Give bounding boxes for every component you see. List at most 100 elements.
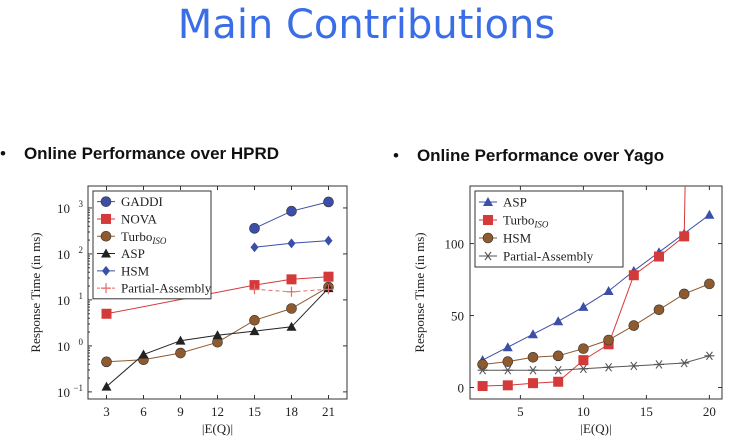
x-tick-label: 20 — [703, 404, 716, 419]
legend-label-partial-assembly: Partial-Assembly — [503, 249, 594, 264]
point-hsm — [324, 235, 333, 246]
y-tick-label: 10 — [57, 385, 70, 400]
series-line-partial-assembly — [482, 355, 710, 371]
point-asp — [502, 342, 513, 352]
y-axis-label: Response Time (in ms) — [28, 232, 43, 352]
bullet-dot: • — [0, 144, 6, 163]
point-hsm — [578, 343, 589, 354]
legend-marker-partial-assembly — [101, 283, 111, 294]
point-partial-assembly — [628, 361, 639, 371]
legend-marker-partial-assembly — [483, 251, 493, 261]
point-nova — [323, 271, 334, 282]
x-tick-label: 9 — [177, 404, 184, 419]
point-turboiso — [175, 347, 186, 359]
point-hsm — [704, 278, 715, 290]
legend-label-asp: ASP — [503, 195, 527, 210]
series-group — [101, 196, 334, 391]
point-turboiso — [578, 355, 589, 366]
point-turboiso — [249, 315, 260, 326]
y-tick-label: 0 — [458, 380, 465, 395]
point-asp — [553, 316, 564, 326]
point-turboiso — [679, 231, 690, 242]
point-turboiso — [502, 380, 513, 391]
bullet-dot: • — [393, 146, 399, 165]
x-tick-label: 18 — [285, 404, 298, 419]
point-gaddi — [286, 205, 297, 217]
point-partial-assembly — [654, 360, 664, 369]
point-asp — [212, 330, 223, 340]
x-tick-label: 3 — [103, 404, 110, 419]
point-hsm — [527, 351, 539, 363]
point-asp — [704, 209, 715, 219]
y-tick-exponent: 0 — [79, 337, 84, 347]
point-asp — [138, 349, 149, 359]
legend-marker-asp — [483, 197, 493, 206]
point-turboiso — [477, 381, 488, 392]
x-tick-label: 15 — [248, 404, 261, 419]
x-tick-label: 6 — [140, 404, 147, 419]
bullet-yago-text: Online Performance over Yago — [416, 146, 665, 165]
y-tick-exponent: 3 — [79, 199, 84, 209]
bullet-hprd: • Online Performance over HPRD — [0, 144, 279, 164]
x-axis-label: |E(Q)| — [202, 421, 233, 436]
legend-marker-asp — [101, 248, 111, 258]
legend-label-turboiso: TurboISO — [121, 229, 167, 246]
y-tick-exponent: 2 — [79, 245, 84, 255]
point-asp — [528, 329, 538, 339]
legend-label-turboiso: TurboISO — [503, 213, 549, 230]
y-tick-label: 50 — [451, 309, 464, 324]
point-hsm — [287, 238, 296, 249]
x-axis-label: |E(Q)| — [580, 421, 611, 436]
point-partial-assembly — [323, 284, 334, 295]
y-tick-label: 10 — [57, 293, 70, 308]
series-group — [477, 186, 715, 392]
legend-label-hsm: HSM — [121, 263, 150, 278]
point-partial-assembly — [286, 286, 297, 297]
point-gaddi — [249, 223, 260, 234]
bullet-yago: • Online Performance over Yago — [393, 146, 664, 166]
legend-label-hsm: HSM — [503, 231, 532, 246]
point-turboiso — [654, 251, 664, 262]
y-tick-label: 10 — [57, 201, 70, 216]
point-turboiso — [553, 376, 564, 387]
point-hsm — [502, 356, 514, 367]
point-hsm — [628, 320, 640, 331]
point-asp — [603, 286, 614, 296]
point-hsm — [653, 304, 665, 316]
point-hsm — [477, 359, 488, 370]
point-partial-assembly — [578, 364, 589, 374]
point-turboiso — [286, 303, 297, 314]
x-tick-label: 21 — [322, 404, 335, 419]
point-partial-assembly — [249, 284, 260, 295]
point-hsm — [678, 288, 690, 300]
y-tick-label: 10 — [57, 339, 70, 354]
bullet-hprd-text: Online Performance over HPRD — [23, 144, 280, 163]
legend-box — [92, 190, 212, 300]
point-asp — [175, 335, 186, 345]
legend-marker-gaddi — [100, 196, 112, 207]
series-line-turboiso — [482, 186, 686, 387]
point-partial-assembly — [704, 351, 715, 361]
legend-marker-turboiso — [483, 215, 493, 225]
x-tick-label: 5 — [517, 404, 524, 419]
point-turboiso — [628, 270, 639, 281]
point-partial-assembly — [553, 365, 564, 375]
x-tick-label: 12 — [211, 404, 224, 419]
point-partial-assembly — [528, 365, 538, 375]
y-tick-exponent: −1 — [73, 383, 83, 393]
legend-label-partial-assembly: Partial-Assembly — [121, 281, 212, 296]
legend-label-nova: NOVA — [121, 211, 157, 226]
x-tick-label: 15 — [640, 404, 653, 419]
point-hsm — [250, 242, 259, 253]
x-tick-label: 10 — [577, 404, 590, 419]
y-tick-label: 10 — [57, 247, 70, 262]
point-gaddi — [323, 196, 334, 208]
legend-label-asp: ASP — [121, 246, 145, 261]
point-asp — [249, 326, 260, 336]
point-partial-assembly — [603, 363, 614, 372]
series-line-asp — [482, 214, 710, 361]
point-nova — [286, 274, 297, 285]
